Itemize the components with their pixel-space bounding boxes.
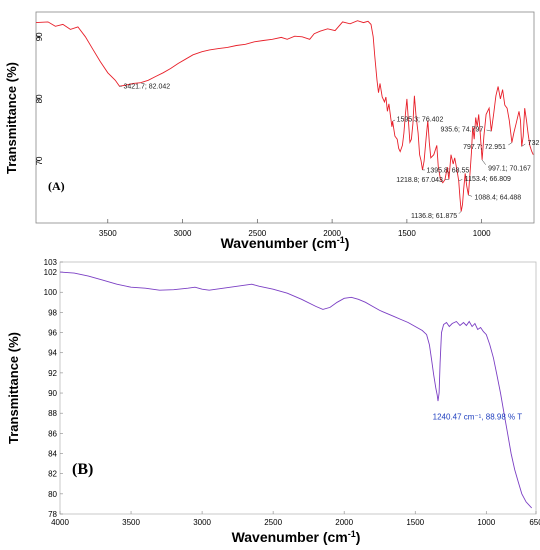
chart-b-x-tick-label: 2500 [264, 518, 282, 527]
chart-b-y-tick-label: 103 [44, 258, 58, 267]
chart-a-annotation-label: 1153.4; 66.809 [465, 176, 511, 183]
chart-a-y-ticks: 70 80 90 [35, 32, 44, 166]
chart-b-y-tick-label: 98 [48, 308, 57, 317]
chart-a-annotation-leader [392, 119, 396, 122]
chart-a-annotation-label: 3421.7; 82.042 [123, 84, 170, 91]
chart-b-annotations: 1240.47 cm⁻¹, 88.98 % T [433, 412, 523, 421]
chart-b-y-tick-label: 84 [48, 450, 57, 459]
chart-b-y-tick-label: 80 [48, 490, 57, 499]
chart-b-y-tick-label: 96 [48, 329, 57, 338]
chart-a-annotation-label: 1088.4; 64.488 [474, 195, 521, 202]
chart-a-x-tick-label: 2500 [248, 229, 266, 238]
chart-b-x-axis-title-end: ) [356, 529, 361, 545]
chart-a-annotation-label: 935.6; 74.797 [440, 127, 483, 134]
chart-a-annotation-label: 732.4; 72.342 [528, 140, 540, 147]
chart-a-x-ticks: 3500 3000 2500 2000 1500 1000 [99, 219, 491, 238]
chart-a-annotation-label: 1595.3; 76.402 [397, 117, 444, 124]
chart-b-annotation-label: 1240.47 cm⁻¹, 88.98 % T [433, 412, 523, 421]
chart-a-x-axis-title-main: Wavenumber (cm [221, 235, 337, 251]
chart-a-y-tick-label: 70 [35, 156, 44, 165]
chart-a-y-tick-label: 80 [35, 94, 44, 103]
chart-a-annotation-leader [468, 194, 473, 197]
chart-a-annotation-leader [481, 159, 486, 165]
chart-a-panel-label: (A) [48, 179, 65, 193]
chart-b-y-tick-label: 90 [48, 389, 57, 398]
chart-b-y-tick-label: 102 [44, 268, 58, 277]
chart-a-x-tick-label: 1000 [473, 229, 491, 238]
chart-b-y-axis-title: Transmittance (%) [6, 332, 21, 444]
chart-a-annotation-leader [458, 179, 463, 181]
chart-a-spectrum-line [36, 20, 534, 212]
chart-b-y-tick-label: 88 [48, 409, 57, 418]
chart-a-annotation-leader [508, 142, 513, 146]
chart-a-x-tick-label: 3000 [174, 229, 192, 238]
chart-b-x-tick-label: 1000 [477, 518, 495, 527]
chart-b-y-tick-label: 78 [48, 510, 57, 519]
chart-a-annotation-label: 1218.8; 67.043 [396, 177, 443, 184]
chart-b-x-tick-label: 650 [529, 518, 540, 527]
chart-a: 70 80 90 3500 3000 2500 2000 1500 1000 3421.7; … [4, 11, 540, 251]
chart-a-annotation-label: 797.7; 72.951 [463, 144, 506, 151]
chart-b-y-tick-label: 100 [44, 288, 58, 297]
chart-a-annotation-leader [521, 143, 526, 147]
chart-a-x-axis-title-sup: -1 [337, 235, 345, 245]
chart-a-x-axis-title: Wavenumber (cm-1) [221, 235, 350, 251]
chart-b-spectrum-line [60, 271, 533, 509]
chart-a-y-tick-label: 90 [35, 32, 44, 41]
chart-b-x-tick-label: 3000 [193, 518, 211, 527]
chart-a-x-tick-label: 1500 [398, 229, 416, 238]
chart-b-x-axis-title-main: Wavenumber (cm [232, 529, 348, 545]
chart-b-y-tick-label: 82 [48, 470, 57, 479]
chart-a-annotations: 3421.7; 82.042 1595.3; 76.402 1395.8; 68.5… [119, 84, 540, 220]
chart-b-x-tick-label: 2000 [335, 518, 353, 527]
chart-b-y-tick-label: 94 [48, 349, 57, 358]
chart-b-x-axis-title-sup: -1 [348, 529, 356, 539]
chart-b-y-tick-label: 92 [48, 369, 57, 378]
chart-a-annotation-leader [458, 211, 462, 214]
chart-b-panel-label: (B) [72, 461, 93, 478]
chart-b-x-ticks: 4000 3500 3000 2500 2000 1500 1000 650 [51, 511, 540, 527]
chart-a-annotation-label: 1395.8; 68.55 [426, 167, 469, 174]
chart-b-y-tick-label: 86 [48, 429, 57, 438]
chart-a-x-tick-label: 3500 [99, 229, 117, 238]
chart-b-x-axis-title: Wavenumber (cm-1) [232, 529, 361, 545]
chart-a-annotation-label: 1136.8; 61.875 [411, 213, 457, 220]
chart-b-x-tick-label: 1500 [406, 518, 424, 527]
chart-a-x-axis-title-end: ) [345, 235, 350, 251]
chart-b-x-tick-label: 4000 [51, 518, 69, 527]
chart-b-x-tick-label: 3500 [122, 518, 140, 527]
chart-a-x-tick-label: 2000 [323, 229, 341, 238]
chart-a-annotation-leader [486, 129, 492, 132]
chart-b-plot-frame [59, 261, 537, 515]
chart-a-plot-frame [35, 11, 535, 224]
chart-a-annotation-label: 997.1; 70.167 [488, 165, 531, 172]
chart-a-y-axis-title: Transmittance (%) [4, 62, 19, 174]
